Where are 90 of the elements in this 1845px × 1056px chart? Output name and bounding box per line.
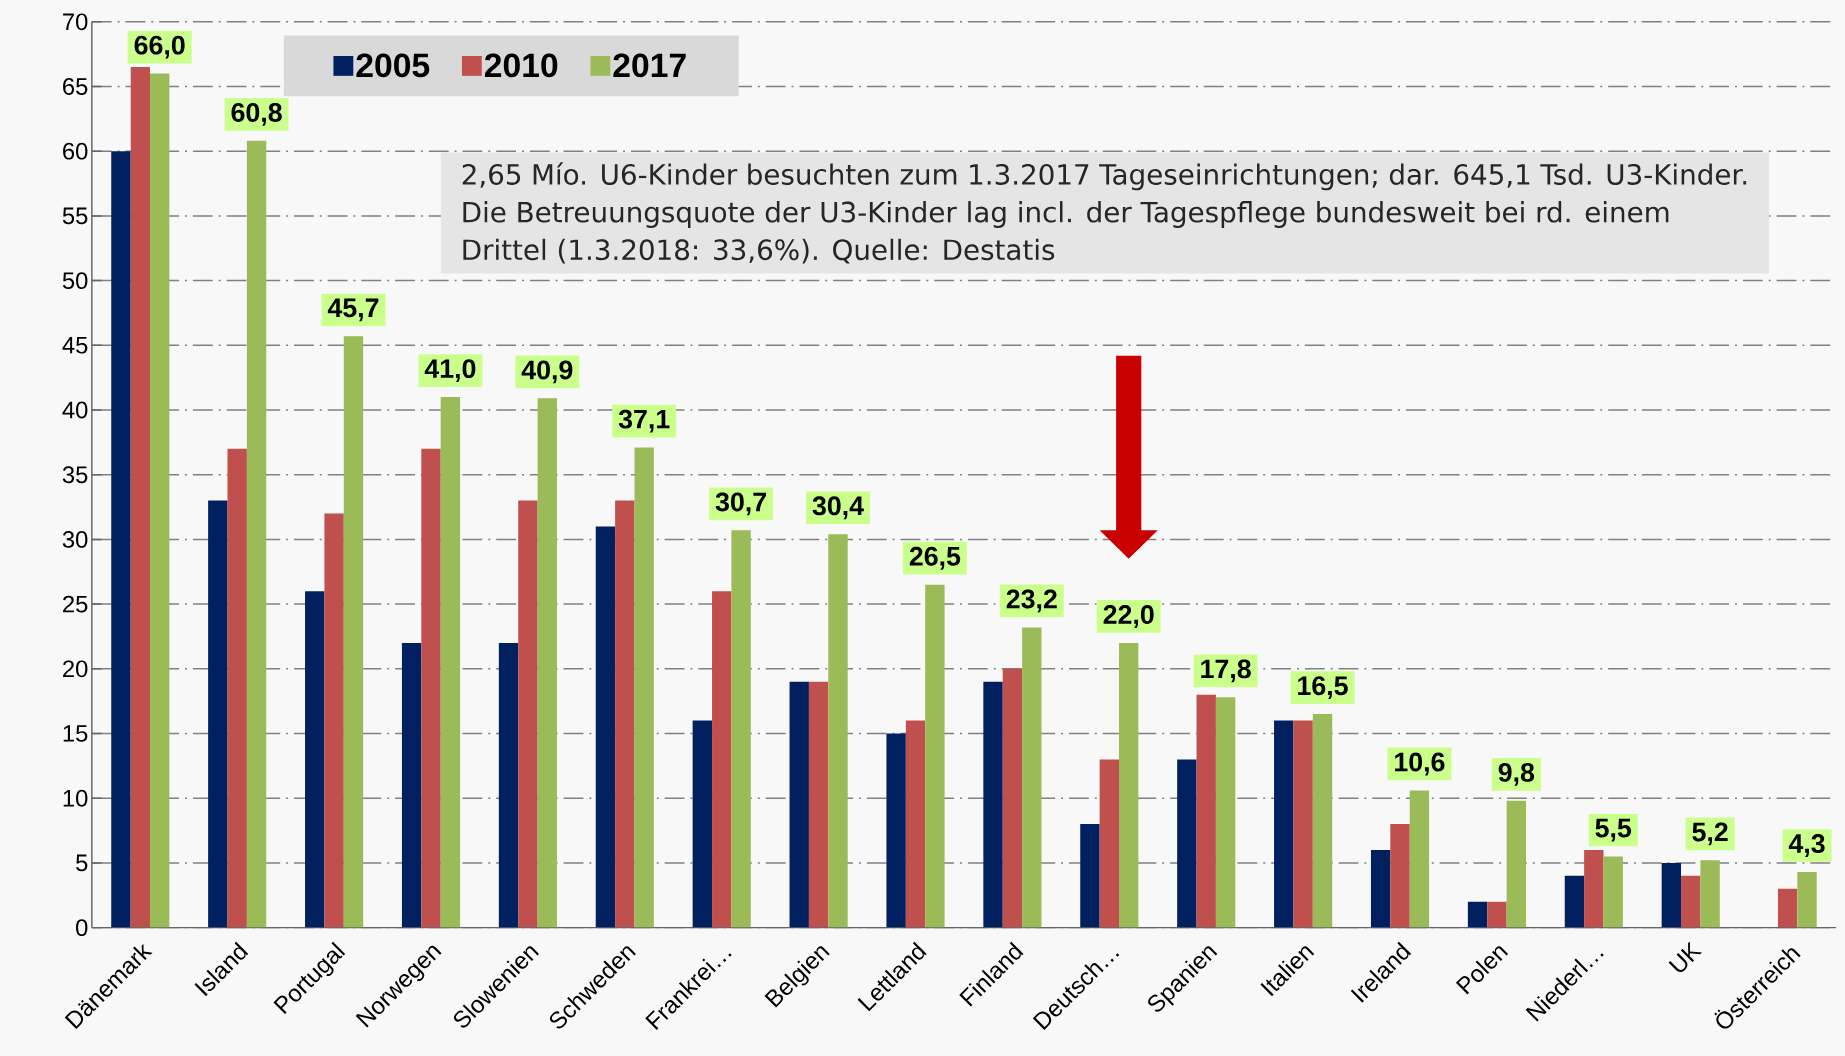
bar xyxy=(1564,875,1585,928)
bar xyxy=(886,733,906,928)
y-tick-label: 30 xyxy=(62,530,88,548)
bar xyxy=(537,398,557,928)
bar xyxy=(1080,823,1100,928)
y-tick-label: 5 xyxy=(76,854,88,871)
bar xyxy=(1177,759,1197,928)
bar xyxy=(421,448,441,928)
data-label: 16,5 xyxy=(1298,676,1348,699)
data-label: 5,5 xyxy=(1595,818,1632,842)
bar xyxy=(227,448,247,928)
bar xyxy=(305,590,325,928)
data-label: 66,0 xyxy=(134,35,185,59)
bar xyxy=(1777,888,1798,928)
data-label: 60,8 xyxy=(231,102,282,126)
legend-label: 2017 xyxy=(613,53,686,78)
bar xyxy=(712,590,732,928)
bar xyxy=(343,336,364,928)
bar xyxy=(595,526,616,928)
bar xyxy=(246,140,267,928)
data-label: 23,2 xyxy=(1006,589,1057,613)
data-label: 10,6 xyxy=(1395,752,1445,776)
y-tick-label: 10 xyxy=(63,789,88,807)
bar xyxy=(1700,860,1720,928)
bar xyxy=(1661,862,1682,928)
y-tick-label: 50 xyxy=(62,271,88,289)
bar xyxy=(1506,800,1526,928)
bar xyxy=(1797,871,1817,928)
data-label: 4,3 xyxy=(1788,833,1825,857)
bar xyxy=(1603,856,1623,928)
data-label: 30,7 xyxy=(715,492,766,516)
bar xyxy=(1681,875,1701,928)
y-tick-label: 25 xyxy=(63,595,88,613)
bar xyxy=(401,642,422,928)
bar xyxy=(208,500,228,928)
y-tick-label: 65 xyxy=(63,77,88,95)
bar xyxy=(518,500,538,928)
data-label: 37,1 xyxy=(618,409,670,433)
y-tick-label: 40 xyxy=(62,401,88,419)
bar xyxy=(440,396,461,928)
bar xyxy=(1467,901,1488,928)
bar xyxy=(1390,823,1410,928)
legend-label: 2005 xyxy=(356,53,430,78)
data-label: 26,5 xyxy=(909,546,961,570)
bar xyxy=(1409,790,1430,928)
y-tick-label: 20 xyxy=(63,660,88,678)
bar xyxy=(1312,713,1333,928)
data-label: 45,7 xyxy=(327,298,379,321)
data-label: 30,4 xyxy=(812,496,864,519)
annotation: 2,65 Mío. U6-Kinder besuchten zum 1.3.2017 Tageseinrichtungen; dar. 645,1 Tsd. U3-Kinder. Die Betreuungsquote der U3-Kinder lag incl. der Tagespflege bundesweit bei rd. einem Drittel (1.3.2018: 33,6%). Quelle: Destatis xyxy=(462,162,1747,264)
bar xyxy=(149,73,170,928)
bar xyxy=(1215,697,1236,928)
x-tick-label: UK xyxy=(1668,941,1703,972)
data-label: 17,8 xyxy=(1201,659,1251,683)
bar xyxy=(1119,642,1139,928)
bar xyxy=(1370,849,1391,928)
bar xyxy=(808,681,829,928)
bar xyxy=(1099,759,1120,928)
y-tick-label: 60 xyxy=(63,142,88,160)
bar xyxy=(1487,901,1507,928)
data-label: 5,2 xyxy=(1692,822,1728,846)
y-tick-label: 55 xyxy=(62,207,88,224)
y-tick-label: 35 xyxy=(62,466,88,483)
data-label: 22,0 xyxy=(1103,604,1154,628)
y-tick-label: 15 xyxy=(63,724,88,742)
data-label: 41,0 xyxy=(424,358,476,382)
legend-label: 2010 xyxy=(484,53,558,78)
bar xyxy=(1022,627,1042,928)
bar xyxy=(324,513,344,928)
bar xyxy=(111,150,131,928)
y-tick-label: 45 xyxy=(62,336,88,354)
bar xyxy=(1293,720,1313,928)
bar xyxy=(1002,668,1023,928)
bar xyxy=(1274,720,1294,928)
y-tick-label: 70 xyxy=(63,13,88,30)
bar xyxy=(615,500,635,928)
bar xyxy=(731,530,751,928)
bar xyxy=(130,66,150,928)
bar xyxy=(634,447,654,928)
bar xyxy=(925,584,945,928)
bar xyxy=(828,534,848,928)
bar xyxy=(789,681,809,928)
data-label: 40,9 xyxy=(521,360,573,384)
bar xyxy=(983,681,1003,928)
data-label: 9,8 xyxy=(1498,762,1535,786)
bar xyxy=(905,720,926,928)
y-tick-label: 0 xyxy=(76,918,88,936)
bar xyxy=(498,642,519,928)
bar xyxy=(692,720,713,928)
bar xyxy=(1196,694,1216,928)
